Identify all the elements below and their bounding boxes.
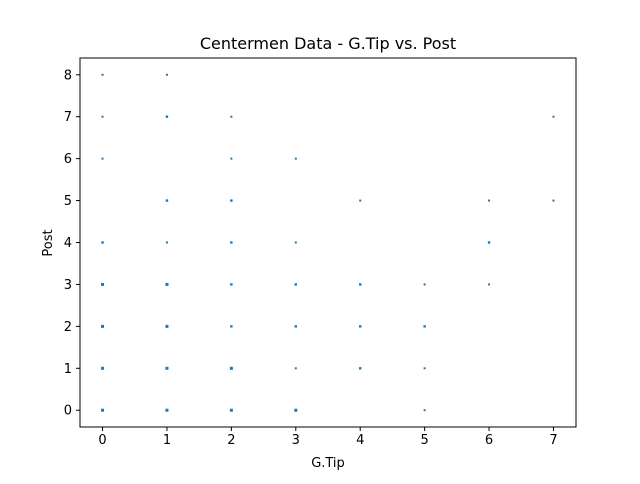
x-tick-label: 4 [356,433,364,448]
y-axis-label: Post [41,229,56,256]
data-point [165,115,169,118]
data-points [101,73,555,412]
y-tick-label: 5 [64,194,72,209]
data-point [294,241,297,244]
data-point [165,73,168,76]
data-point [165,241,168,244]
x-tick-label: 7 [549,433,557,448]
y-tick-label: 4 [64,236,72,251]
x-tick-label: 2 [227,433,235,448]
data-point [165,408,169,412]
data-point [294,283,297,286]
data-point [101,366,105,370]
y-tick-label: 6 [64,152,72,167]
data-point [101,73,104,76]
y-tick-label: 1 [64,362,72,377]
data-point [552,115,555,118]
y-tick-label: 3 [64,278,72,293]
data-point [165,282,169,286]
data-point [423,325,426,328]
data-point [359,367,362,370]
data-point [101,157,104,160]
data-point [488,199,491,202]
data-point [423,367,426,370]
y-tick-label: 8 [64,68,72,83]
y-tick-label: 7 [64,110,72,125]
data-point [230,283,233,286]
data-point [230,115,233,118]
data-point [165,324,169,328]
data-point [229,408,233,412]
data-point [294,157,297,160]
data-point [294,325,297,328]
data-point [423,283,426,286]
plot-area-frame [79,57,577,428]
data-point [359,199,362,202]
x-tick-label: 1 [163,433,171,448]
data-point [487,241,491,244]
x-axis-label: G.Tip [311,456,345,471]
data-point [101,241,104,244]
data-point [230,157,233,160]
y-tick-label: 2 [64,320,72,335]
data-point [101,324,105,328]
data-point [359,283,362,286]
data-point [294,367,297,370]
data-point [101,115,104,118]
data-point [165,366,169,370]
data-point [230,241,233,244]
axis-ticks: 0 1 2 3 4 5 6 7 0 1 2 3 4 5 6 7 8 [64,68,558,448]
data-point [552,199,555,202]
data-point [229,366,233,370]
data-point [359,325,362,328]
y-tick-label: 0 [64,404,72,419]
x-tick-label: 3 [292,433,300,448]
chart-title: Centermen Data - G.Tip vs. Post [200,34,456,53]
data-point [423,409,426,412]
x-tick-label: 0 [98,433,106,448]
data-point [230,325,233,328]
x-tick-label: 6 [485,433,493,448]
data-point [101,282,105,286]
data-point [230,199,233,202]
x-tick-label: 5 [420,433,428,448]
data-point [101,408,105,412]
data-point [488,283,491,286]
data-point [294,408,298,412]
data-point [165,199,169,202]
